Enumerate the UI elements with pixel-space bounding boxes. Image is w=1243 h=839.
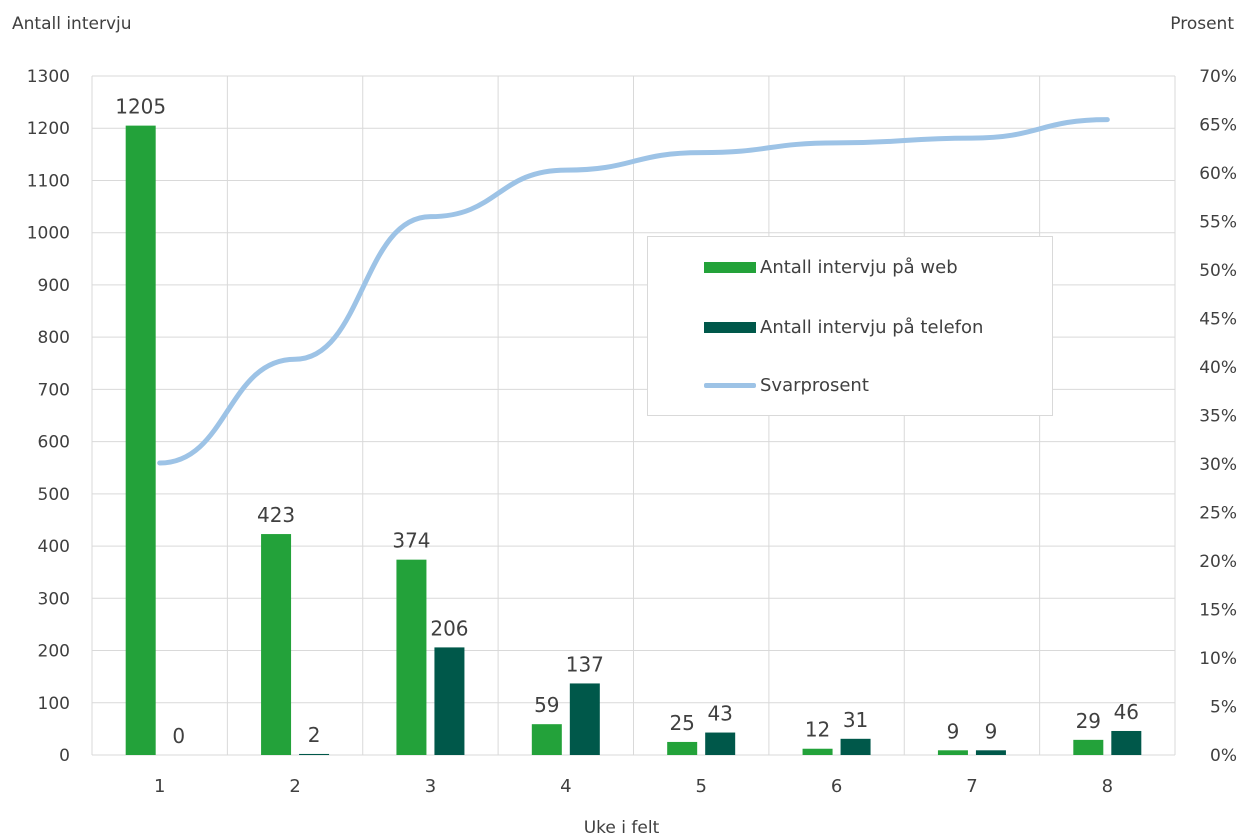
bar-data-labels: 1205 0 423 2 374 206 59 137 25 43 12 31 9 9 29 46 — [115, 95, 1139, 748]
bar-telefon — [975, 750, 1006, 755]
x-tick-label: 6 — [831, 776, 842, 797]
bar-telefon-label: 2 — [308, 723, 321, 747]
right-tick-label: 35% — [1199, 407, 1237, 427]
left-axis-title: Antall intervju — [12, 14, 132, 34]
left-tick-label: 300 — [38, 589, 70, 609]
bar-telefon-label: 46 — [1114, 700, 1139, 724]
left-tick-label: 900 — [38, 276, 70, 296]
left-tick-label: 700 — [38, 380, 70, 400]
legend-label-telefon: Antall intervju på telefon — [760, 317, 984, 338]
legend-item-web: Antall intervju på web — [704, 257, 958, 278]
left-tick-label: 500 — [38, 485, 70, 505]
left-tick-label: 0 — [59, 746, 70, 766]
bar-telefon-label: 206 — [430, 616, 468, 640]
bar-web — [937, 750, 968, 755]
legend-item-telefon: Antall intervju på telefon — [704, 317, 983, 338]
right-tick-label: 30% — [1199, 455, 1237, 475]
bar-telefon — [705, 732, 736, 755]
x-axis-title: Uke i felt — [583, 818, 660, 838]
bar-web — [261, 534, 292, 755]
right-tick-label: 5% — [1210, 698, 1237, 718]
bar-telefon — [299, 753, 330, 755]
x-tick-label: 8 — [1102, 776, 1113, 797]
bar-web-label: 9 — [947, 719, 960, 743]
right-axis-title: Prosent — [1170, 14, 1234, 34]
bar-telefon — [1111, 730, 1142, 755]
x-tick-label: 4 — [560, 776, 571, 797]
legend-swatch-web — [704, 262, 756, 273]
bar-web — [802, 748, 833, 755]
left-tick-label: 1200 — [27, 119, 70, 139]
bar-telefon-label: 9 — [985, 719, 998, 743]
bar-web-label: 1205 — [115, 95, 166, 119]
bar-telefon-label: 31 — [843, 708, 868, 732]
right-tick-label: 50% — [1199, 261, 1237, 281]
bar-web — [531, 724, 562, 755]
right-tick-label: 65% — [1199, 116, 1237, 136]
right-tick-label: 40% — [1199, 358, 1237, 378]
bar-web-label: 374 — [392, 529, 430, 553]
bar-web-label: 423 — [257, 503, 295, 527]
right-tick-label: 70% — [1199, 67, 1237, 87]
right-tick-label: 60% — [1199, 164, 1237, 184]
right-tick-label: 55% — [1199, 213, 1237, 233]
bar-web — [125, 125, 156, 755]
legend-swatch-telefon — [704, 322, 756, 333]
right-tick-label: 20% — [1199, 552, 1237, 572]
left-tick-label: 100 — [38, 694, 70, 714]
bar-web — [1073, 739, 1104, 755]
bar-web — [667, 741, 698, 755]
left-tick-label: 600 — [38, 433, 70, 453]
bar-web — [396, 559, 427, 755]
bars-group — [125, 125, 1142, 755]
bar-web-label: 59 — [534, 693, 559, 717]
left-tick-label: 1000 — [27, 224, 70, 244]
bar-telefon — [840, 738, 871, 755]
x-tick-label: 5 — [695, 776, 706, 797]
bar-telefon-label: 137 — [566, 652, 604, 676]
left-tick-label: 400 — [38, 537, 70, 557]
legend: Antall intervju på web Antall intervju p… — [647, 236, 1053, 416]
bar-web-label: 12 — [805, 718, 830, 742]
right-tick-label: 15% — [1199, 601, 1237, 621]
legend-swatch-svarprosent — [704, 383, 756, 388]
bar-telefon-label: 43 — [707, 702, 732, 726]
bar-telefon — [434, 647, 465, 755]
bar-web-label: 29 — [1076, 709, 1101, 733]
legend-label-web: Antall intervju på web — [760, 257, 958, 278]
x-tick-label: 2 — [289, 776, 300, 797]
left-axis-ticks: 0 100 200 300 400 500 600 700 800 900 1000 1100 1200… — [27, 67, 70, 766]
line-svarprosent — [157, 117, 1110, 466]
bar-telefon — [569, 683, 600, 755]
x-tick-label: 7 — [966, 776, 977, 797]
x-tick-label: 1 — [154, 776, 165, 797]
right-tick-label: 25% — [1199, 504, 1237, 524]
legend-item-svarprosent: Svarprosent — [704, 375, 869, 396]
left-tick-label: 800 — [38, 328, 70, 348]
left-tick-label: 1300 — [27, 67, 70, 87]
line-series-group — [157, 117, 1110, 466]
left-tick-label: 1100 — [27, 171, 70, 191]
right-axis-ticks: 0% 5% 10% 15% 20% 25% 30% 35% 40% 45% 50% 55% 60% 65%… — [1199, 67, 1237, 766]
bar-telefon-label: 0 — [172, 724, 185, 748]
gridlines — [91, 75, 1176, 756]
left-tick-label: 200 — [38, 642, 70, 662]
x-tick-label: 3 — [425, 776, 436, 797]
bar-web-label: 25 — [669, 711, 694, 735]
legend-label-svarprosent: Svarprosent — [760, 375, 869, 396]
right-tick-label: 0% — [1210, 746, 1237, 766]
right-tick-label: 45% — [1199, 310, 1237, 330]
x-axis-ticks: 1 2 3 4 5 6 7 8 — [154, 776, 1113, 797]
right-tick-label: 10% — [1199, 649, 1237, 669]
